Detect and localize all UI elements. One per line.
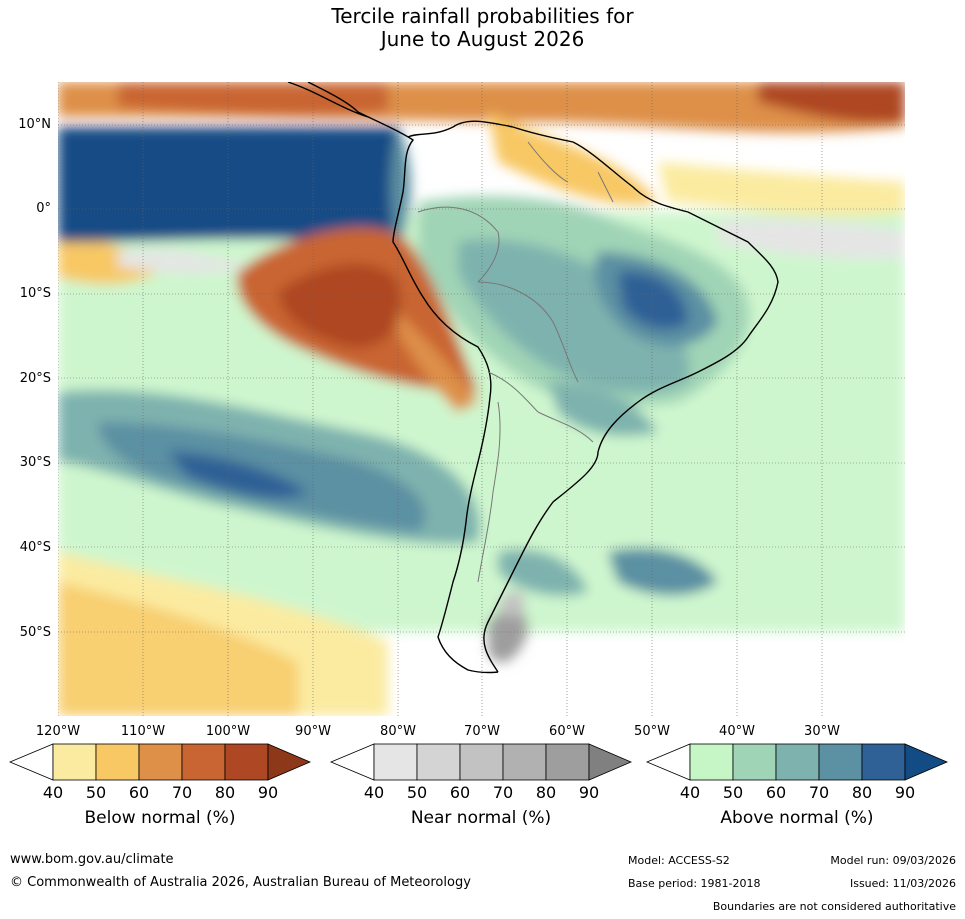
lon-label-120w: 120°W <box>35 724 81 739</box>
graticule <box>57 82 905 716</box>
above-tick-60: 60 <box>765 783 787 802</box>
below-swatch-6 <box>267 743 312 781</box>
near-tick-40: 40 <box>363 783 385 802</box>
below-swatch-5 <box>224 743 269 781</box>
below-tick-70: 70 <box>171 783 193 802</box>
lon-label-80w: 80°W <box>380 724 416 739</box>
lat-label-30s: 30°S <box>19 455 51 470</box>
near-swatch-2 <box>416 743 461 781</box>
lon-label-110w: 110°W <box>120 724 166 739</box>
above-swatch-5 <box>861 743 906 781</box>
lon-label-70w: 70°W <box>464 724 500 739</box>
near-tick-50: 50 <box>406 783 428 802</box>
near-tick-80: 80 <box>535 783 557 802</box>
near-tick-70: 70 <box>492 783 514 802</box>
near-swatch-6 <box>588 743 633 781</box>
above-swatch-1 <box>689 743 734 781</box>
lon-label-100w: 100°W <box>205 724 251 739</box>
near-swatch-1 <box>373 743 418 781</box>
below-tick-80: 80 <box>214 783 236 802</box>
footer-issued: Issued: 11/03/2026 <box>849 877 956 890</box>
colorbar-below-normal <box>8 743 312 781</box>
below-swatch-3 <box>138 743 183 781</box>
lat-label-40s: 40°S <box>19 540 51 555</box>
chart-title-line2: June to August 2026 <box>380 27 585 51</box>
lat-label-0: 0° <box>36 201 51 216</box>
near-tick-60: 60 <box>449 783 471 802</box>
footer-model: Model: ACCESS-S2 <box>628 854 730 867</box>
lon-label-60w: 60°W <box>549 724 585 739</box>
lat-label-50s: 50°S <box>19 625 51 640</box>
above-swatch-3 <box>775 743 820 781</box>
country-borders <box>417 141 614 583</box>
lat-label-10n: 10°N <box>18 117 51 132</box>
colorbars <box>8 743 949 781</box>
above-swatch-4 <box>818 743 863 781</box>
near-normal-title: Near normal (%) <box>410 808 552 828</box>
colorbar-above-normal <box>645 743 949 781</box>
probability-map <box>57 81 905 716</box>
below-swatch-4 <box>181 743 226 781</box>
lon-label-40w: 40°W <box>719 724 755 739</box>
near-swatch-5 <box>545 743 590 781</box>
lon-label-90w: 90°W <box>295 724 331 739</box>
above-tick-90: 90 <box>894 783 916 802</box>
above-swatch-2 <box>732 743 777 781</box>
footer-copyright: © Commonwealth of Australia 2026, Austra… <box>10 875 471 890</box>
footer-disclaimer: Boundaries are not considered authoritat… <box>712 900 956 913</box>
footer-base-period: Base period: 1981-2018 <box>628 877 761 890</box>
above-tick-50: 50 <box>722 783 744 802</box>
probability-shading <box>58 82 905 716</box>
footer-url: www.bom.gov.au/climate <box>10 852 174 867</box>
below-tick-60: 60 <box>128 783 150 802</box>
map-canvas <box>57 81 905 716</box>
below-swatch-1 <box>52 743 97 781</box>
above-swatch-6 <box>904 743 949 781</box>
above-normal-title: Above normal (%) <box>720 808 874 828</box>
lat-label-10s: 10°S <box>19 286 51 301</box>
above-tick-70: 70 <box>808 783 830 802</box>
near-swatch-3 <box>459 743 504 781</box>
below-swatch-2 <box>95 743 140 781</box>
footer-model-run: Model run: 09/03/2026 <box>830 854 956 867</box>
lat-label-20s: 20°S <box>19 371 51 386</box>
coastline <box>287 81 779 674</box>
below-normal-title: Below normal (%) <box>84 808 236 828</box>
below-tick-50: 50 <box>85 783 107 802</box>
chart-title-line1: Tercile rainfall probabilities for <box>331 4 634 28</box>
below-tick-90: 90 <box>257 783 279 802</box>
above-tick-80: 80 <box>851 783 873 802</box>
above-tick-40: 40 <box>679 783 701 802</box>
colorbar-near-normal <box>329 743 633 781</box>
lon-label-30w: 30°W <box>804 724 840 739</box>
near-swatch-4 <box>502 743 547 781</box>
below-tick-40: 40 <box>42 783 64 802</box>
lon-label-50w: 50°W <box>634 724 670 739</box>
near-tick-90: 90 <box>578 783 600 802</box>
